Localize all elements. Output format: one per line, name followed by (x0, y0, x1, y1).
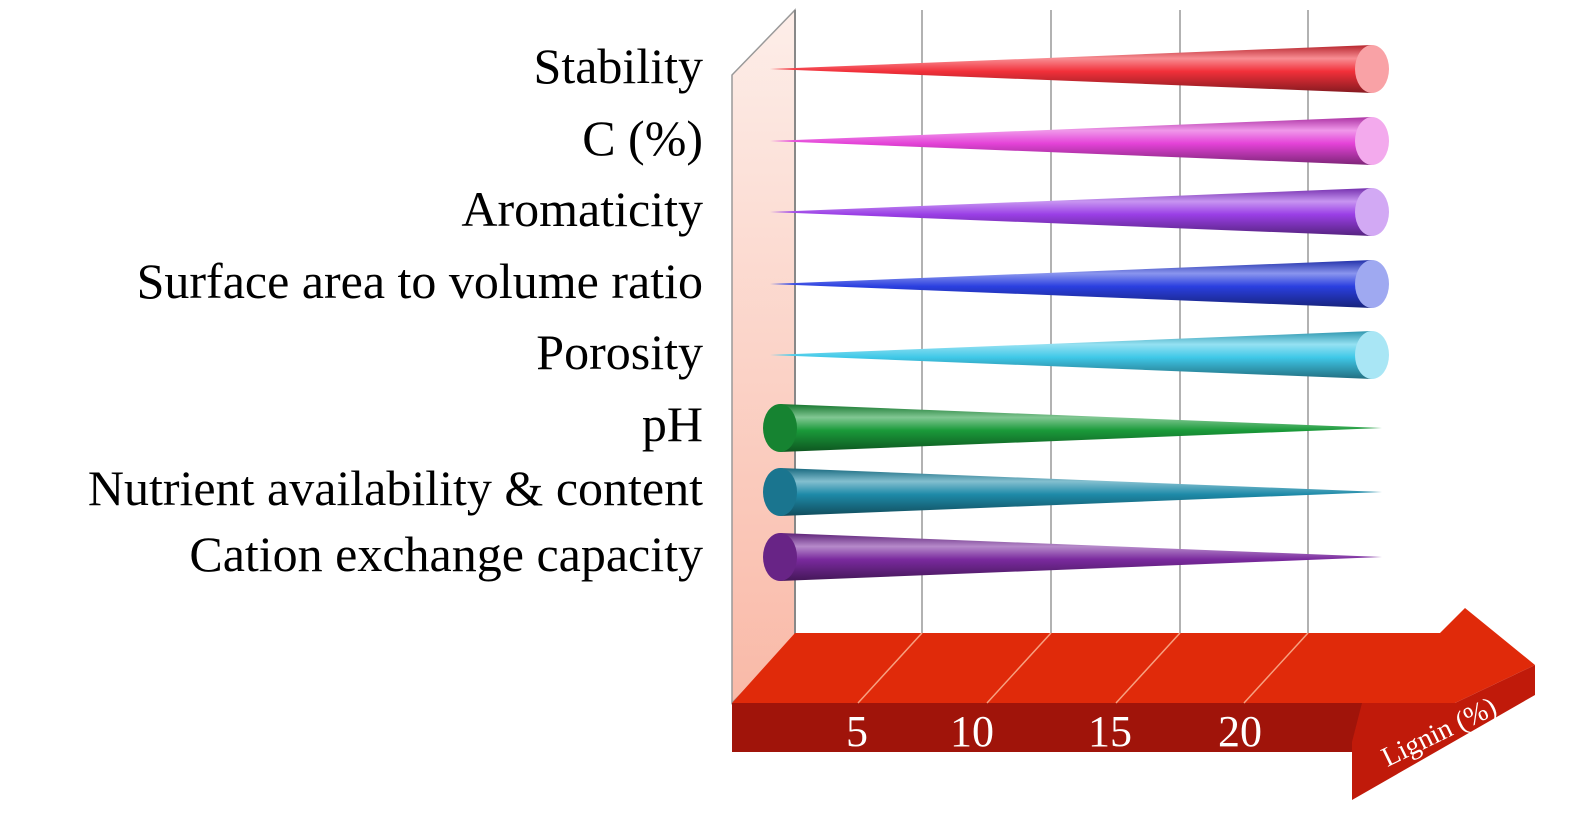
floor-gridline (1243, 632, 1309, 704)
cone-porosity (770, 331, 1372, 379)
category-label: C (%) (582, 110, 703, 166)
category-label: Aromaticity (461, 181, 703, 237)
category-label: Nutrient availability & content (88, 460, 703, 516)
category-label: Surface area to volume ratio (137, 253, 703, 309)
category-label: Porosity (536, 324, 703, 380)
cone-cap (763, 533, 797, 581)
cone-surface-area-to-volume-ratio (770, 260, 1372, 308)
cone-marks (763, 45, 1389, 581)
category-label: Cation exchange capacity (189, 526, 703, 582)
cone-nutrient-availability-content (780, 468, 1382, 516)
arrow-head-front (1352, 665, 1535, 800)
cone-cation-exchange-capacity (780, 533, 1382, 581)
x-tick-labels: 5 10 15 20 (846, 707, 1262, 756)
category-labels: Stability C (%) Aromaticity Surface area… (88, 38, 703, 582)
x-tick-label: 15 (1088, 707, 1132, 756)
chart-side-wall (731, 8, 796, 705)
cone-ph (780, 404, 1382, 452)
cone-cap (763, 468, 797, 516)
cone-cap (1355, 117, 1389, 165)
cone-cap (1355, 260, 1389, 308)
floor-grid-lines (857, 632, 1309, 704)
x-tick-label: 5 (846, 707, 868, 756)
category-label: pH (642, 396, 703, 452)
cone-c (770, 117, 1372, 165)
floor-gridline (1115, 632, 1181, 704)
cone-cap (1355, 331, 1389, 379)
cone-cap (763, 404, 797, 452)
cone-cap (1355, 45, 1389, 93)
cone-aromaticity (770, 188, 1372, 236)
floor-gridline (857, 632, 923, 704)
x-tick-label: 20 (1218, 707, 1262, 756)
cone-stability (770, 45, 1372, 93)
lignin-axis-arrow (732, 608, 1535, 800)
floor-gridline (986, 632, 1052, 704)
arrow-floor-top (732, 608, 1535, 703)
arrow-floor-front (732, 703, 1362, 752)
x-tick-label: 10 (950, 707, 994, 756)
cone-cap (1355, 188, 1389, 236)
category-label: Stability (534, 38, 703, 94)
